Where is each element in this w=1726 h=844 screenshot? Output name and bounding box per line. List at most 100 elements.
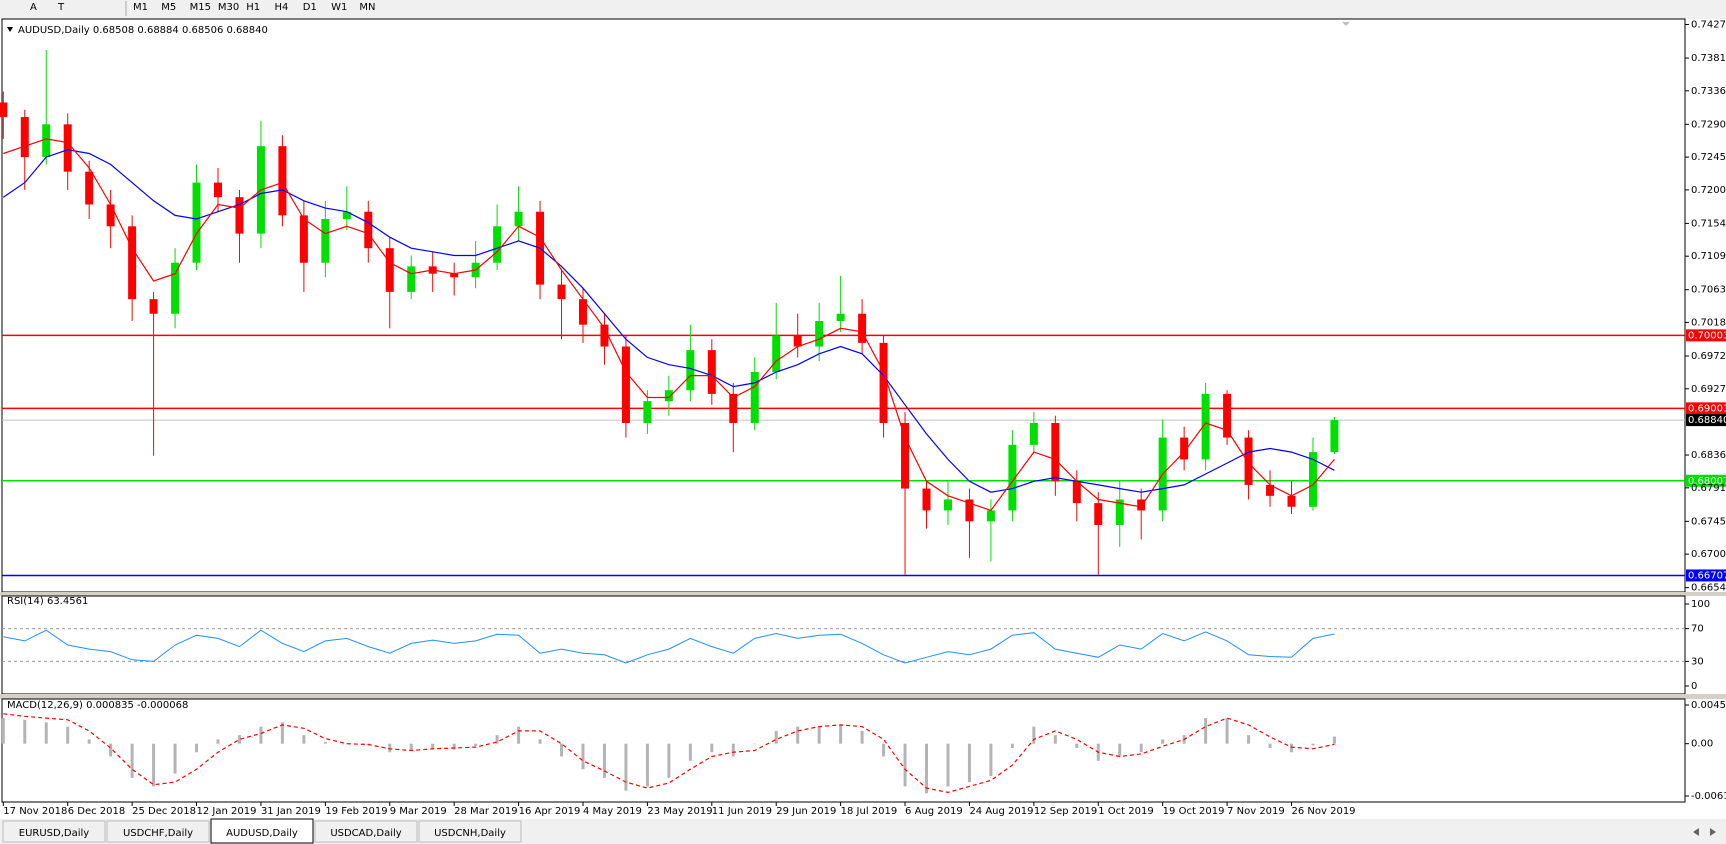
candle-body: [901, 422, 910, 489]
x-tick-label: 19 Oct 2019: [1163, 806, 1225, 817]
candle-body: [450, 273, 459, 278]
histogram-bar: [474, 743, 478, 747]
histogram-bar: [302, 735, 306, 744]
timeframe-button[interactable]: H4: [275, 2, 289, 13]
candle-body: [922, 488, 931, 511]
candle-body: [772, 335, 781, 373]
histogram-bar: [903, 743, 907, 787]
histogram-bar: [688, 743, 692, 761]
histogram-bar: [989, 743, 993, 777]
candle-body: [1051, 422, 1060, 482]
y-tick-label: -0.006122: [1691, 791, 1726, 802]
tab-label[interactable]: USDCAD,Daily: [330, 828, 401, 839]
candle-body: [578, 299, 587, 325]
histogram-bar: [280, 722, 284, 744]
timeframe-button[interactable]: W1: [331, 2, 347, 13]
tab[interactable]: [106, 820, 210, 843]
timeframe-button[interactable]: M30: [218, 2, 239, 13]
tab-label[interactable]: USDCHF,Daily: [123, 828, 193, 839]
histogram-bar: [130, 743, 134, 778]
collapse-arrow[interactable]: [7, 27, 13, 32]
candle-body: [63, 124, 72, 172]
level-label: 0.68007: [1688, 476, 1726, 487]
tab[interactable]: [418, 820, 522, 843]
candle-body: [1094, 503, 1103, 525]
histogram-bar: [517, 726, 521, 744]
timeframe-button[interactable]: M1: [133, 2, 148, 13]
x-tick-label: 26 Nov 2019: [1292, 806, 1356, 817]
tab[interactable]: [210, 818, 314, 844]
x-tick-label: 19 Feb 2019: [325, 806, 387, 817]
level-label-box: [1686, 402, 1726, 415]
candle-body: [1266, 484, 1275, 496]
histogram-bar: [452, 743, 456, 750]
tab-label[interactable]: AUDUSD,Daily: [226, 828, 298, 839]
macd-panel: [1, 698, 1686, 803]
candle-body: [965, 499, 974, 522]
candle-body: [686, 350, 695, 391]
candle-body: [664, 390, 673, 402]
tab-scroll[interactable]: [1693, 828, 1716, 836]
tab[interactable]: [314, 820, 418, 843]
x-tick-label: 1 Oct 2019: [1098, 806, 1153, 817]
candle-body: [278, 146, 287, 216]
histogram-bar: [1268, 743, 1272, 748]
candle-body: [557, 284, 566, 300]
candle-body: [707, 350, 716, 394]
candle-body: [1072, 481, 1081, 504]
tab-label[interactable]: USDCNH,Daily: [434, 828, 506, 839]
shift-marker[interactable]: [1342, 22, 1350, 26]
candle-body: [793, 335, 802, 347]
histogram-bar: [216, 739, 220, 744]
candle-body: [171, 262, 180, 314]
timeframe-button[interactable]: D1: [303, 2, 317, 13]
histogram-bar: [237, 735, 241, 744]
candle-body: [106, 204, 115, 227]
histogram-bar: [173, 743, 177, 774]
histogram-bar: [796, 726, 800, 744]
line: [3, 629, 1335, 664]
level-label-box: [1686, 569, 1726, 582]
histogram-bar: [66, 726, 70, 744]
candle-body: [493, 226, 502, 263]
current-price-label: 0.68840: [1688, 415, 1726, 426]
timeframe-button[interactable]: M15: [190, 2, 211, 13]
histogram-bar: [624, 743, 628, 791]
toolbar: [0, 0, 1726, 19]
histogram-bar: [1161, 739, 1165, 744]
timeframe-button[interactable]: M5: [161, 2, 176, 13]
histogram-bar: [839, 724, 843, 744]
timeframe-button[interactable]: H1: [246, 2, 260, 13]
tool-button[interactable]: T: [57, 2, 65, 13]
tab-label[interactable]: EURUSD,Daily: [19, 828, 90, 839]
candle-body: [342, 211, 351, 220]
tool-button[interactable]: A: [30, 2, 37, 13]
x-tick-label: 24 Aug 2019: [969, 806, 1033, 817]
histogram-bar: [1139, 743, 1143, 753]
x-tick-label: 16 Apr 2019: [519, 806, 581, 817]
candle-body: [149, 299, 158, 314]
candle-body: [879, 342, 888, 423]
candle-body: [1330, 420, 1339, 453]
level-label-box: [1686, 329, 1726, 342]
x-tick-label: 11 Jun 2019: [712, 806, 772, 817]
line: [3, 713, 1335, 794]
candle-body: [1287, 495, 1296, 507]
y-tick-label: 0: [1691, 681, 1697, 692]
candle-body: [1115, 499, 1124, 525]
tab[interactable]: [2, 820, 106, 843]
candle-body: [20, 117, 29, 158]
candle-body: [1223, 393, 1232, 438]
candle-body: [321, 219, 330, 263]
candle-body: [0, 102, 8, 118]
histogram-bar: [1, 718, 5, 744]
macd-title: MACD(12,26,9) 0.000835 -0.000068: [7, 700, 188, 711]
candle-body: [514, 211, 523, 227]
timeframe-button[interactable]: MN: [359, 2, 375, 13]
histogram-bar: [495, 735, 499, 744]
